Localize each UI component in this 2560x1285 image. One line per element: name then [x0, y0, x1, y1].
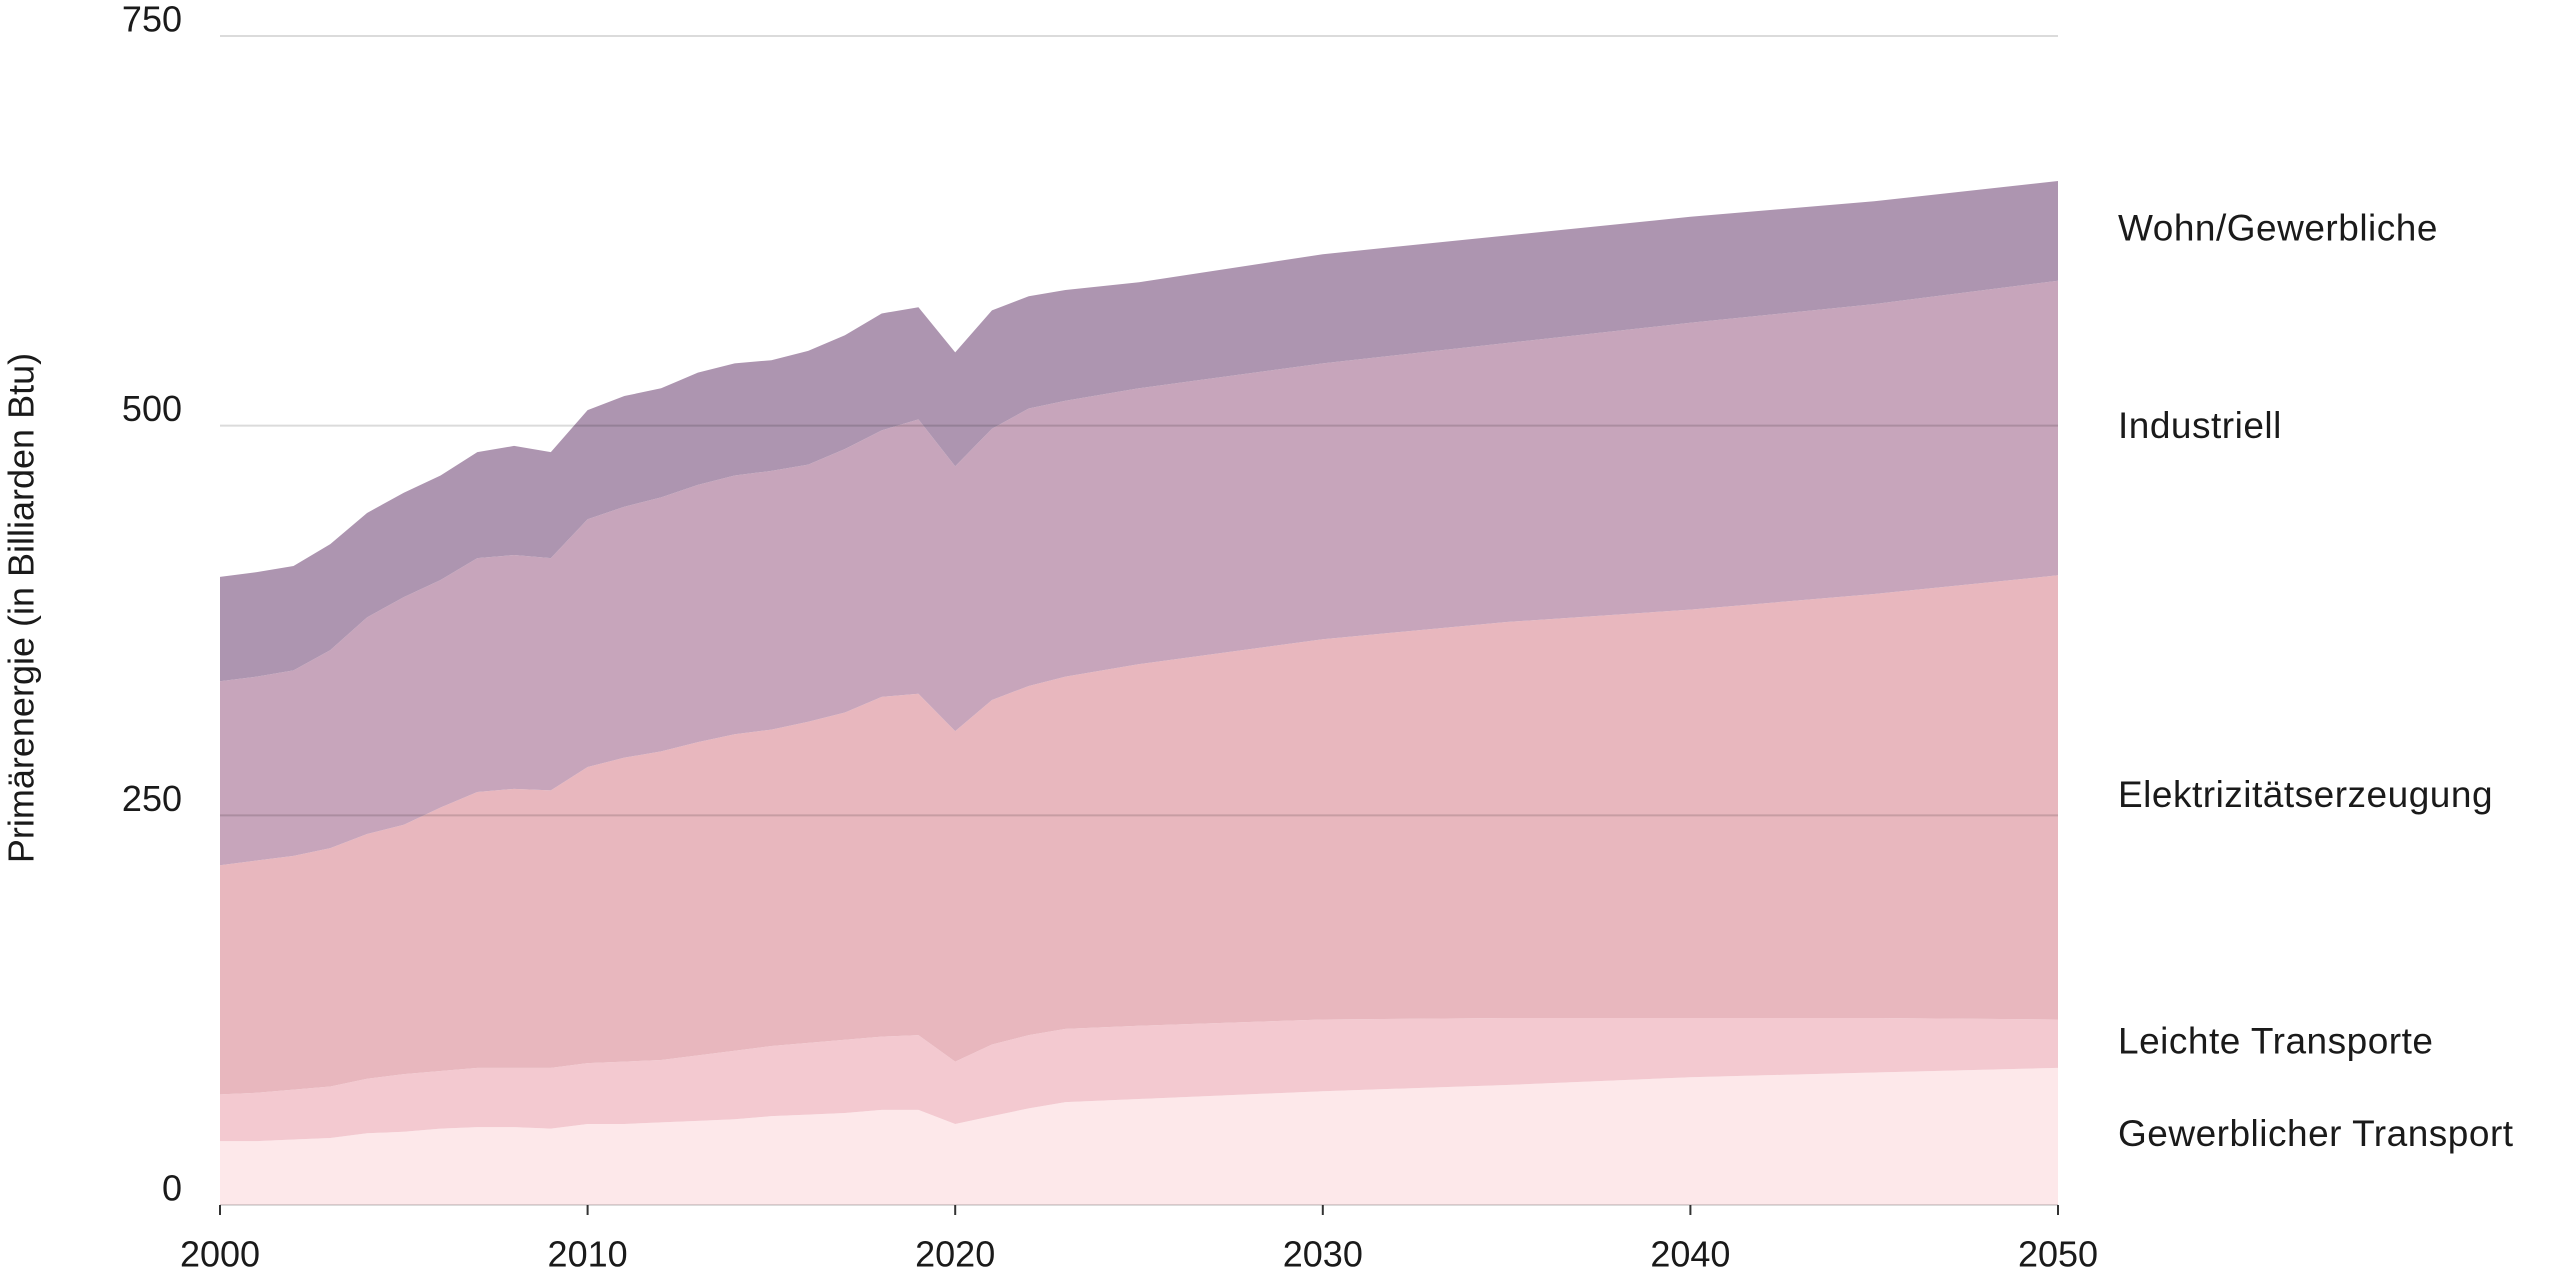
- areas: [220, 180, 2058, 1205]
- x-tick-label: 2010: [548, 1234, 628, 1275]
- x-tick-label: 2020: [915, 1234, 995, 1275]
- grid: [219, 35, 2059, 1215]
- series-label: Industriell: [2118, 405, 2282, 446]
- area: [220, 575, 2058, 1095]
- area: [220, 1067, 2058, 1205]
- series-label: Leichte Transporte: [2118, 1020, 2433, 1061]
- y-tick-label: 750: [122, 0, 182, 40]
- series-label: Wohn/Gewerbliche: [2118, 208, 2438, 249]
- x-tick-label: 2040: [1650, 1234, 1730, 1275]
- area: [220, 1017, 2058, 1142]
- series-label: Elektrizitätserzeugung: [2118, 774, 2493, 815]
- area: [220, 180, 2058, 682]
- x-tick-label: 2050: [2018, 1234, 2098, 1275]
- y-tick-label: 250: [122, 778, 182, 819]
- y-tick-label: 500: [122, 388, 182, 429]
- y-tick-label: 0: [162, 1168, 182, 1209]
- series-label: Gewerblicher Transport: [2118, 1113, 2514, 1154]
- labels: Gewerblicher Transport Leichte Transporte…: [122, 0, 2514, 1275]
- x-tick-label: 2000: [180, 1234, 260, 1275]
- y-axis-title: Primärenergie (in Billiarden Btu): [1, 353, 42, 863]
- x-tick-label: 2030: [1283, 1234, 1363, 1275]
- area: [220, 280, 2058, 866]
